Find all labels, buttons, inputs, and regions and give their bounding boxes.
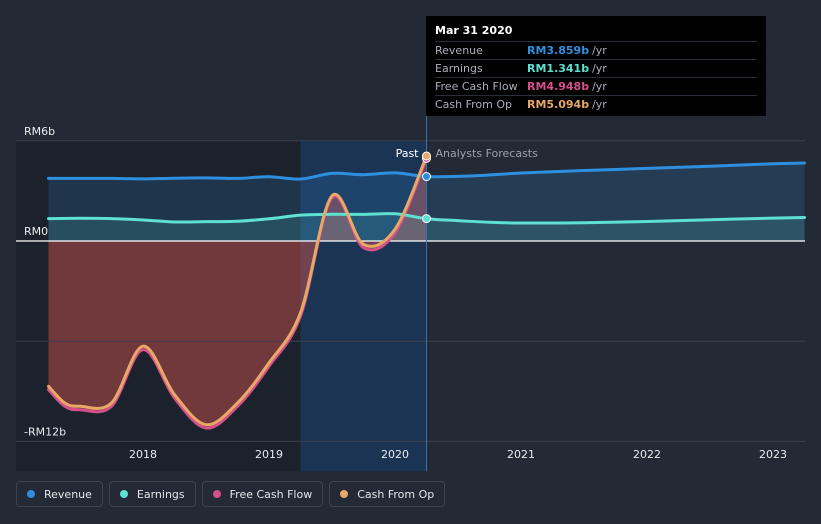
series-point-revenue <box>422 172 431 182</box>
y-axis-label: RM6b <box>24 125 55 138</box>
tooltip-row-name: Earnings <box>435 62 483 75</box>
legend-label: Earnings <box>136 487 185 501</box>
tooltip-row-value: RM5.094b <box>527 98 590 111</box>
y-axis-label: -RM12b <box>24 425 66 438</box>
x-tick-label: 2022 <box>633 448 661 461</box>
y-axis-label: RM0 <box>24 225 48 238</box>
tooltip-row-unit: /yr <box>592 98 607 111</box>
tooltip-row-revenue: Revenue RM3.859b /yr <box>435 41 757 59</box>
legend-item-cash-from-op[interactable]: Cash From Op <box>329 481 446 507</box>
tooltip-row-name: Free Cash Flow <box>435 80 518 93</box>
tooltip-row-earnings: Earnings RM1.341b /yr <box>435 59 757 77</box>
tooltip-row-cash-from-op: Cash From Op RM5.094b /yr <box>435 95 757 113</box>
tooltip-row-value: RM1.341b <box>527 62 590 75</box>
series-line-cash-from-op <box>47 154 428 427</box>
tooltip-row-unit: /yr <box>592 80 607 93</box>
legend-item-free-cash-flow[interactable]: Free Cash Flow <box>201 481 324 507</box>
legend: Revenue Earnings Free Cash Flow Cash Fro… <box>16 481 446 507</box>
x-tick-label: 2023 <box>759 448 787 461</box>
x-tick-label: 2019 <box>255 448 283 461</box>
tooltip-row-unit: /yr <box>592 62 607 75</box>
tooltip-row-name: Cash From Op <box>435 98 513 111</box>
legend-item-earnings[interactable]: Earnings <box>108 481 196 507</box>
series-area-cash-from-op <box>48 156 427 425</box>
forecast-label: Analysts Forecasts <box>436 147 539 160</box>
x-tick-label: 2021 <box>507 448 535 461</box>
series-line-earnings <box>47 212 806 225</box>
series-line-revenue <box>47 161 806 181</box>
tooltip-row-free-cash-flow: Free Cash Flow RM4.948b /yr <box>435 77 757 95</box>
tooltip-row-unit: /yr <box>592 44 607 57</box>
tooltip: Mar 31 2020 Revenue RM3.859b /yr Earning… <box>426 16 766 116</box>
tooltip-row-value: RM4.948b <box>527 80 590 93</box>
legend-item-revenue[interactable]: Revenue <box>16 481 103 507</box>
revenue-dot-icon <box>27 490 35 498</box>
tooltip-row-name: Revenue <box>435 44 483 57</box>
free-cash-flow-dot-icon <box>212 490 221 498</box>
series-point-cash-from-op <box>422 151 431 161</box>
series-point-earnings <box>422 214 431 224</box>
legend-label: Free Cash Flow <box>229 487 313 501</box>
x-tick-label: 2020 <box>381 448 409 461</box>
legend-label: Revenue <box>44 487 92 501</box>
series-area-free-cash-flow <box>48 158 427 429</box>
series-line-free-cash-flow <box>47 156 428 430</box>
highlight-band <box>300 140 427 472</box>
earnings-dot-icon <box>119 490 128 498</box>
past-label: Past <box>396 147 420 160</box>
tooltip-date: Mar 31 2020 <box>435 24 513 37</box>
cash-from-op-dot-icon <box>340 490 349 498</box>
tooltip-row-value: RM3.859b <box>527 44 590 57</box>
legend-label: Cash From Op <box>357 487 435 501</box>
x-tick-label: 2018 <box>129 448 157 461</box>
